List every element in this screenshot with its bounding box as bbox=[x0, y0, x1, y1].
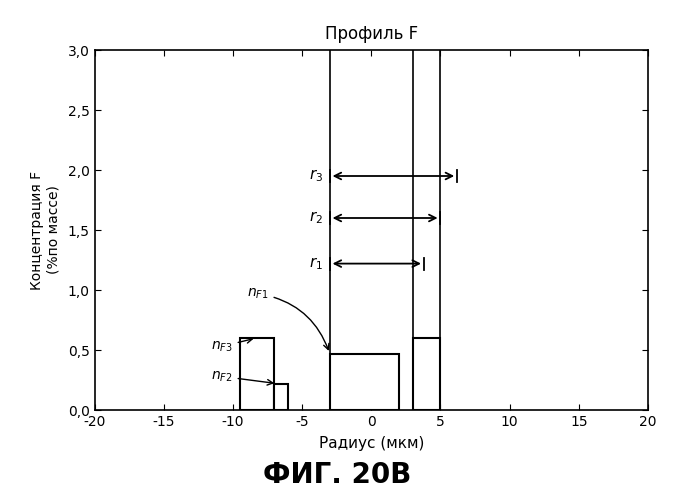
Text: $r_{3}$: $r_{3}$ bbox=[308, 168, 323, 184]
Y-axis label: Концентрация F
(%по массе): Концентрация F (%по массе) bbox=[30, 170, 61, 290]
Text: $r_{2}$: $r_{2}$ bbox=[309, 210, 323, 226]
Bar bbox=[274, 384, 288, 410]
Bar bbox=[412, 338, 440, 410]
Text: $n_{F3}$: $n_{F3}$ bbox=[211, 338, 252, 353]
Text: $n_{F1}$: $n_{F1}$ bbox=[247, 286, 329, 350]
Bar bbox=[329, 354, 399, 410]
Text: $r_{1}$: $r_{1}$ bbox=[309, 256, 323, 272]
Text: $n_{F2}$: $n_{F2}$ bbox=[211, 369, 273, 385]
Bar bbox=[240, 338, 274, 410]
Title: Профиль F: Профиль F bbox=[325, 25, 418, 43]
X-axis label: Радиус (мкм): Радиус (мкм) bbox=[319, 436, 424, 451]
Text: ФИГ. 20В: ФИГ. 20В bbox=[263, 461, 412, 489]
